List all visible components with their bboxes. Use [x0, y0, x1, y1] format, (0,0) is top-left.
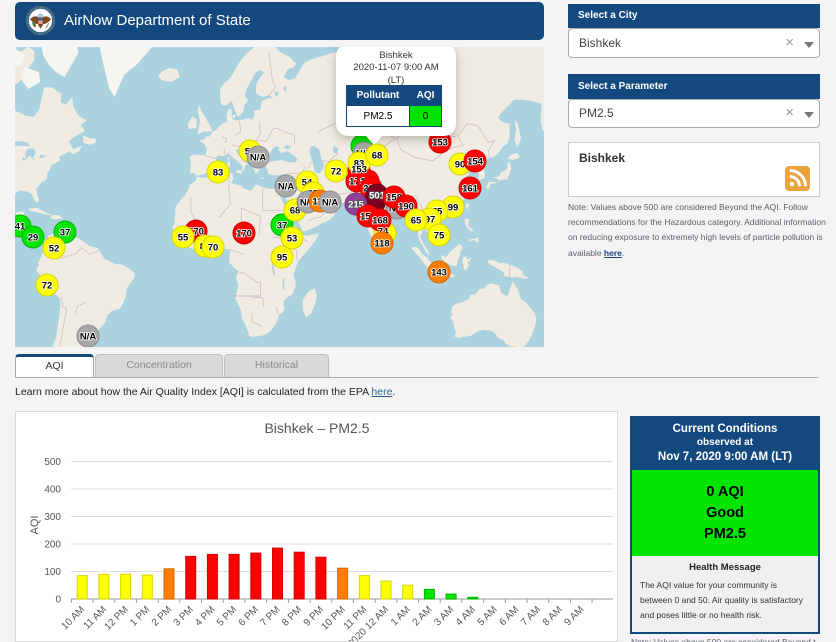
- svg-text:4 AM: 4 AM: [454, 604, 478, 628]
- svg-text:161: 161: [462, 184, 479, 195]
- svg-text:0: 0: [55, 595, 61, 606]
- svg-text:300: 300: [44, 512, 61, 523]
- svg-text:154: 154: [467, 157, 484, 168]
- svg-text:5 AM: 5 AM: [476, 604, 500, 628]
- svg-text:37: 37: [60, 228, 71, 239]
- svg-text:100: 100: [44, 567, 61, 578]
- svg-text:83: 83: [354, 159, 365, 170]
- svg-text:153: 153: [432, 138, 448, 149]
- svg-text:10 PM: 10 PM: [320, 604, 348, 632]
- svg-text:7 AM: 7 AM: [519, 604, 543, 628]
- svg-text:68: 68: [290, 206, 301, 217]
- svg-text:7 PM: 7 PM: [258, 604, 282, 628]
- svg-text:153: 153: [351, 165, 367, 176]
- svg-text:68: 68: [372, 151, 383, 162]
- svg-text:8 PM: 8 PM: [280, 604, 304, 628]
- svg-text:10 AM: 10 AM: [59, 604, 87, 632]
- svg-text:72: 72: [331, 167, 342, 178]
- svg-text:29: 29: [28, 233, 39, 244]
- svg-text:52: 52: [49, 244, 60, 255]
- svg-text:3 PM: 3 PM: [172, 604, 196, 628]
- svg-text:8 AM: 8 AM: [541, 604, 565, 628]
- svg-text:99: 99: [448, 203, 459, 214]
- svg-text:500: 500: [44, 457, 61, 468]
- svg-text:2 AM: 2 AM: [411, 604, 435, 628]
- svg-text:4 PM: 4 PM: [193, 604, 217, 628]
- svg-text:95: 95: [277, 253, 288, 264]
- svg-text:55: 55: [178, 233, 189, 244]
- svg-text:90: 90: [455, 160, 466, 171]
- svg-text:Bishkek – PM2.5: Bishkek – PM2.5: [264, 420, 369, 436]
- svg-text:83: 83: [213, 168, 224, 179]
- svg-text:200: 200: [44, 540, 61, 551]
- svg-text:12 PM: 12 PM: [103, 604, 131, 632]
- svg-text:9 AM: 9 AM: [563, 604, 587, 628]
- svg-text:168: 168: [372, 216, 388, 227]
- svg-text:72: 72: [42, 281, 53, 292]
- svg-text:170: 170: [236, 229, 252, 240]
- svg-text:70: 70: [208, 243, 219, 254]
- svg-text:65: 65: [411, 216, 422, 227]
- svg-text:6 PM: 6 PM: [237, 604, 261, 628]
- svg-text:N/A: N/A: [322, 198, 339, 209]
- svg-text:41: 41: [15, 222, 26, 233]
- svg-text:501: 501: [369, 191, 386, 202]
- svg-text:1 PM: 1 PM: [128, 604, 152, 628]
- svg-text:1 AM: 1 AM: [389, 604, 413, 628]
- svg-text:3 AM: 3 AM: [432, 604, 456, 628]
- svg-text:400: 400: [44, 485, 61, 496]
- svg-text:N/A: N/A: [80, 332, 97, 343]
- svg-text:53: 53: [287, 234, 298, 245]
- svg-text:118: 118: [374, 239, 389, 250]
- svg-text:75: 75: [434, 231, 445, 242]
- svg-text:N/A: N/A: [278, 182, 295, 193]
- svg-text:143: 143: [431, 268, 447, 279]
- svg-text:AQI: AQI: [29, 516, 41, 535]
- svg-text:2 PM: 2 PM: [150, 604, 174, 628]
- svg-text:5 PM: 5 PM: [215, 604, 239, 628]
- svg-text:N/A: N/A: [250, 153, 267, 164]
- svg-text:6 AM: 6 AM: [497, 604, 521, 628]
